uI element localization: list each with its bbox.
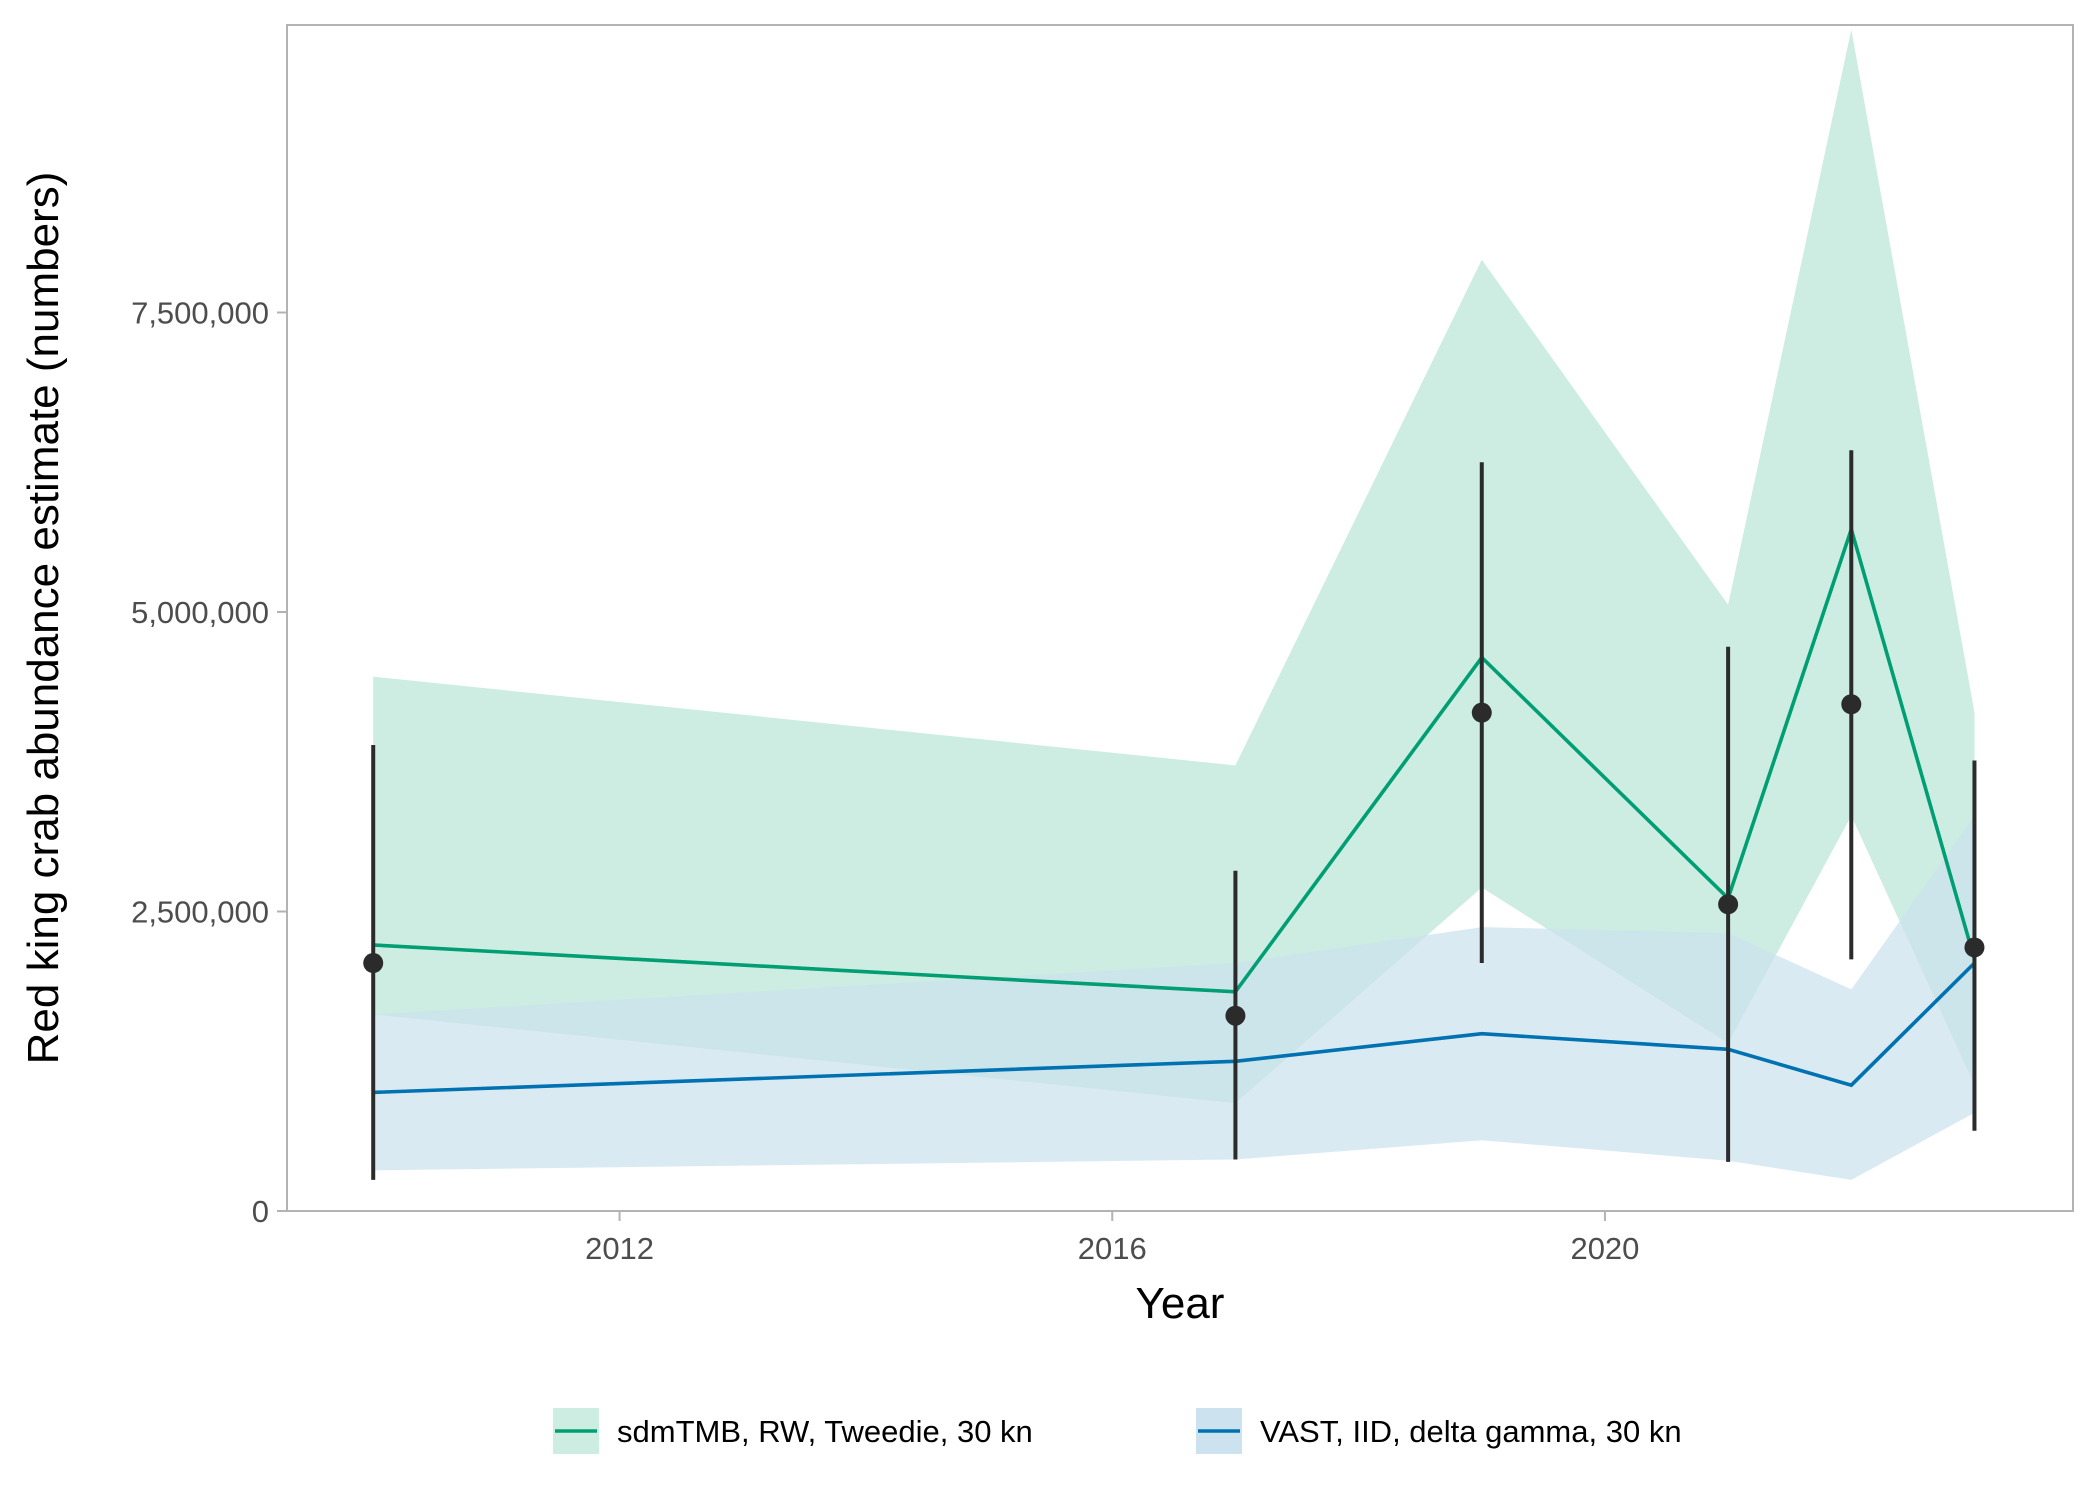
observation-point — [363, 953, 384, 974]
x-tick-label: 2020 — [1570, 1231, 1639, 1266]
x-tick-label: 2012 — [585, 1231, 654, 1266]
panel-border — [286, 24, 2074, 1212]
y-tick-label: 7,500,000 — [131, 296, 269, 331]
legend-item-1: sdmTMB, RW, Tweedie, 30 kn — [553, 1408, 1033, 1454]
confidence-band-1 — [373, 29, 1975, 1104]
observation-point — [1225, 1005, 1246, 1026]
legend-label: sdmTMB, RW, Tweedie, 30 kn — [617, 1414, 1033, 1449]
x-axis-title: Year — [1136, 1279, 1225, 1328]
y-axis-title: Red king crab abundance estimate (number… — [19, 172, 68, 1065]
confidence-band-2 — [373, 815, 1975, 1180]
series-line-2 — [373, 961, 1976, 1095]
observation-point — [1964, 937, 1985, 958]
plot-area — [363, 29, 1985, 1180]
legend: sdmTMB, RW, Tweedie, 30 kn VAST, IID, del… — [553, 1408, 1682, 1454]
legend-label: VAST, IID, delta gamma, 30 kn — [1260, 1414, 1682, 1449]
observation-point — [1841, 694, 1862, 715]
x-tick-label: 2016 — [1078, 1231, 1147, 1266]
series-line-1 — [373, 523, 1977, 994]
observation-point — [1718, 894, 1739, 915]
observation-point — [1471, 702, 1492, 723]
y-tick-label: 2,500,000 — [131, 895, 269, 930]
y-tick-label: 0 — [252, 1194, 269, 1229]
axes: 0 2,500,000 5,000,000 7,500,000 2012 2016 2020 — [131, 24, 2074, 1266]
y-tick-label: 5,000,000 — [131, 595, 269, 630]
legend-item-2: VAST, IID, delta gamma, 30 kn — [1196, 1408, 1682, 1454]
